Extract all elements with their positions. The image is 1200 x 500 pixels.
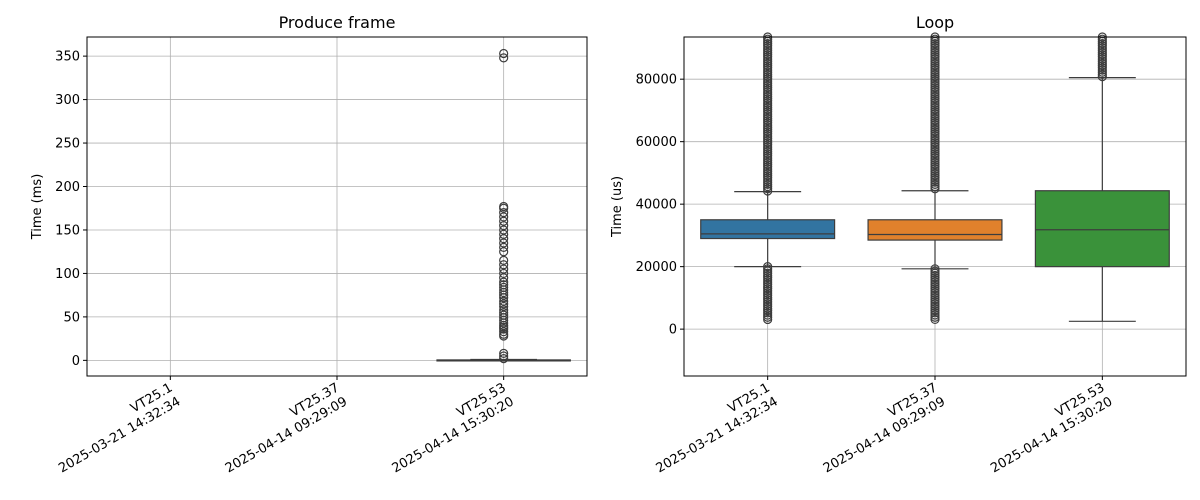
outlier-point: [499, 221, 509, 231]
x-tick-label: VT25.372025-04-14 09:29:09: [215, 380, 350, 476]
box-1: [700, 32, 836, 325]
y-tick-label: 50: [63, 310, 80, 325]
produce-frame-chart: 0 50 100 150 200 250 300 350 VT25.12025-03-21 14…: [30, 13, 588, 476]
iqr-box: [867, 219, 1003, 241]
outlier-point: [763, 314, 773, 325]
y-tick-label: 80000: [636, 73, 677, 88]
outlier-point: [499, 301, 509, 312]
outlier-point: [1097, 71, 1107, 82]
outlier-point: [499, 299, 509, 309]
x-tick-label: VT25.372025-04-14 09:29:09: [813, 380, 948, 476]
outlier-point: [499, 234, 509, 244]
y-tick-label: 200: [55, 180, 80, 195]
y-tick-label: 0: [669, 323, 677, 338]
chart-title: Loop: [916, 13, 954, 32]
outlier-point: [499, 264, 509, 274]
outlier-point: [499, 280, 509, 290]
chart-title: Produce frame: [279, 13, 396, 32]
outlier-point: [499, 216, 509, 226]
outlier-point: [499, 201, 509, 212]
x-tick-label: VT25.12025-03-21 14:32:34: [48, 380, 183, 476]
outlier-point: [499, 296, 509, 306]
outlier-point: [499, 351, 509, 361]
y-tick-label: 250: [55, 137, 80, 152]
x-tick-label: VT25.532025-04-14 15:30:20: [980, 380, 1115, 476]
y-tick-label: 100: [55, 267, 80, 282]
box-2: [867, 32, 1003, 325]
x-tick-label: VT25.12025-03-21 14:32:34: [646, 380, 781, 476]
outlier-point: [930, 314, 940, 325]
x-tick-label: VT25.532025-04-14 15:30:20: [382, 380, 517, 476]
loop-chart: 0 20000 40000 60000 80000 VT25.12025-03-21 14…: [610, 13, 1187, 476]
outlier-point: [499, 329, 509, 339]
y-axis-label: Time (us): [610, 176, 625, 238]
outlier-point: [499, 268, 509, 279]
outlier-point: [499, 225, 509, 235]
outlier-point: [499, 48, 509, 59]
y-axis-label: Time (ms): [30, 174, 45, 241]
y-tick-label: 40000: [636, 198, 677, 213]
outlier-point: [499, 273, 509, 283]
outlier-point: [499, 255, 509, 265]
outlier-point: [499, 207, 509, 218]
outlier-point: [499, 260, 509, 270]
outlier-point: [499, 229, 509, 239]
box-3: [1034, 32, 1170, 322]
y-tick-label: 60000: [636, 135, 677, 150]
outlier-point: [499, 310, 509, 320]
y-tick-label: 350: [55, 50, 80, 65]
outlier-point: [499, 247, 509, 257]
outlier-point: [499, 327, 509, 337]
outlier-point: [499, 238, 509, 248]
outlier-point: [499, 53, 509, 63]
iqr-box: [700, 219, 836, 240]
box-3: [436, 48, 571, 364]
outlier-point: [499, 277, 509, 287]
iqr-box: [1034, 190, 1170, 268]
y-tick-label: 0: [72, 354, 80, 369]
outlier-point: [499, 348, 509, 358]
outlier-point: [499, 242, 509, 252]
outlier-point: [930, 184, 940, 194]
outlier-point: [499, 307, 509, 318]
y-tick-label: 150: [55, 223, 80, 238]
outlier-point: [499, 354, 509, 364]
outlier-point: [499, 212, 509, 222]
y-tick-label: 300: [55, 93, 80, 108]
y-tick-label: 20000: [636, 260, 677, 275]
outlier-point: [499, 305, 509, 315]
outlier-point: [763, 186, 773, 196]
outlier-point: [499, 282, 509, 292]
